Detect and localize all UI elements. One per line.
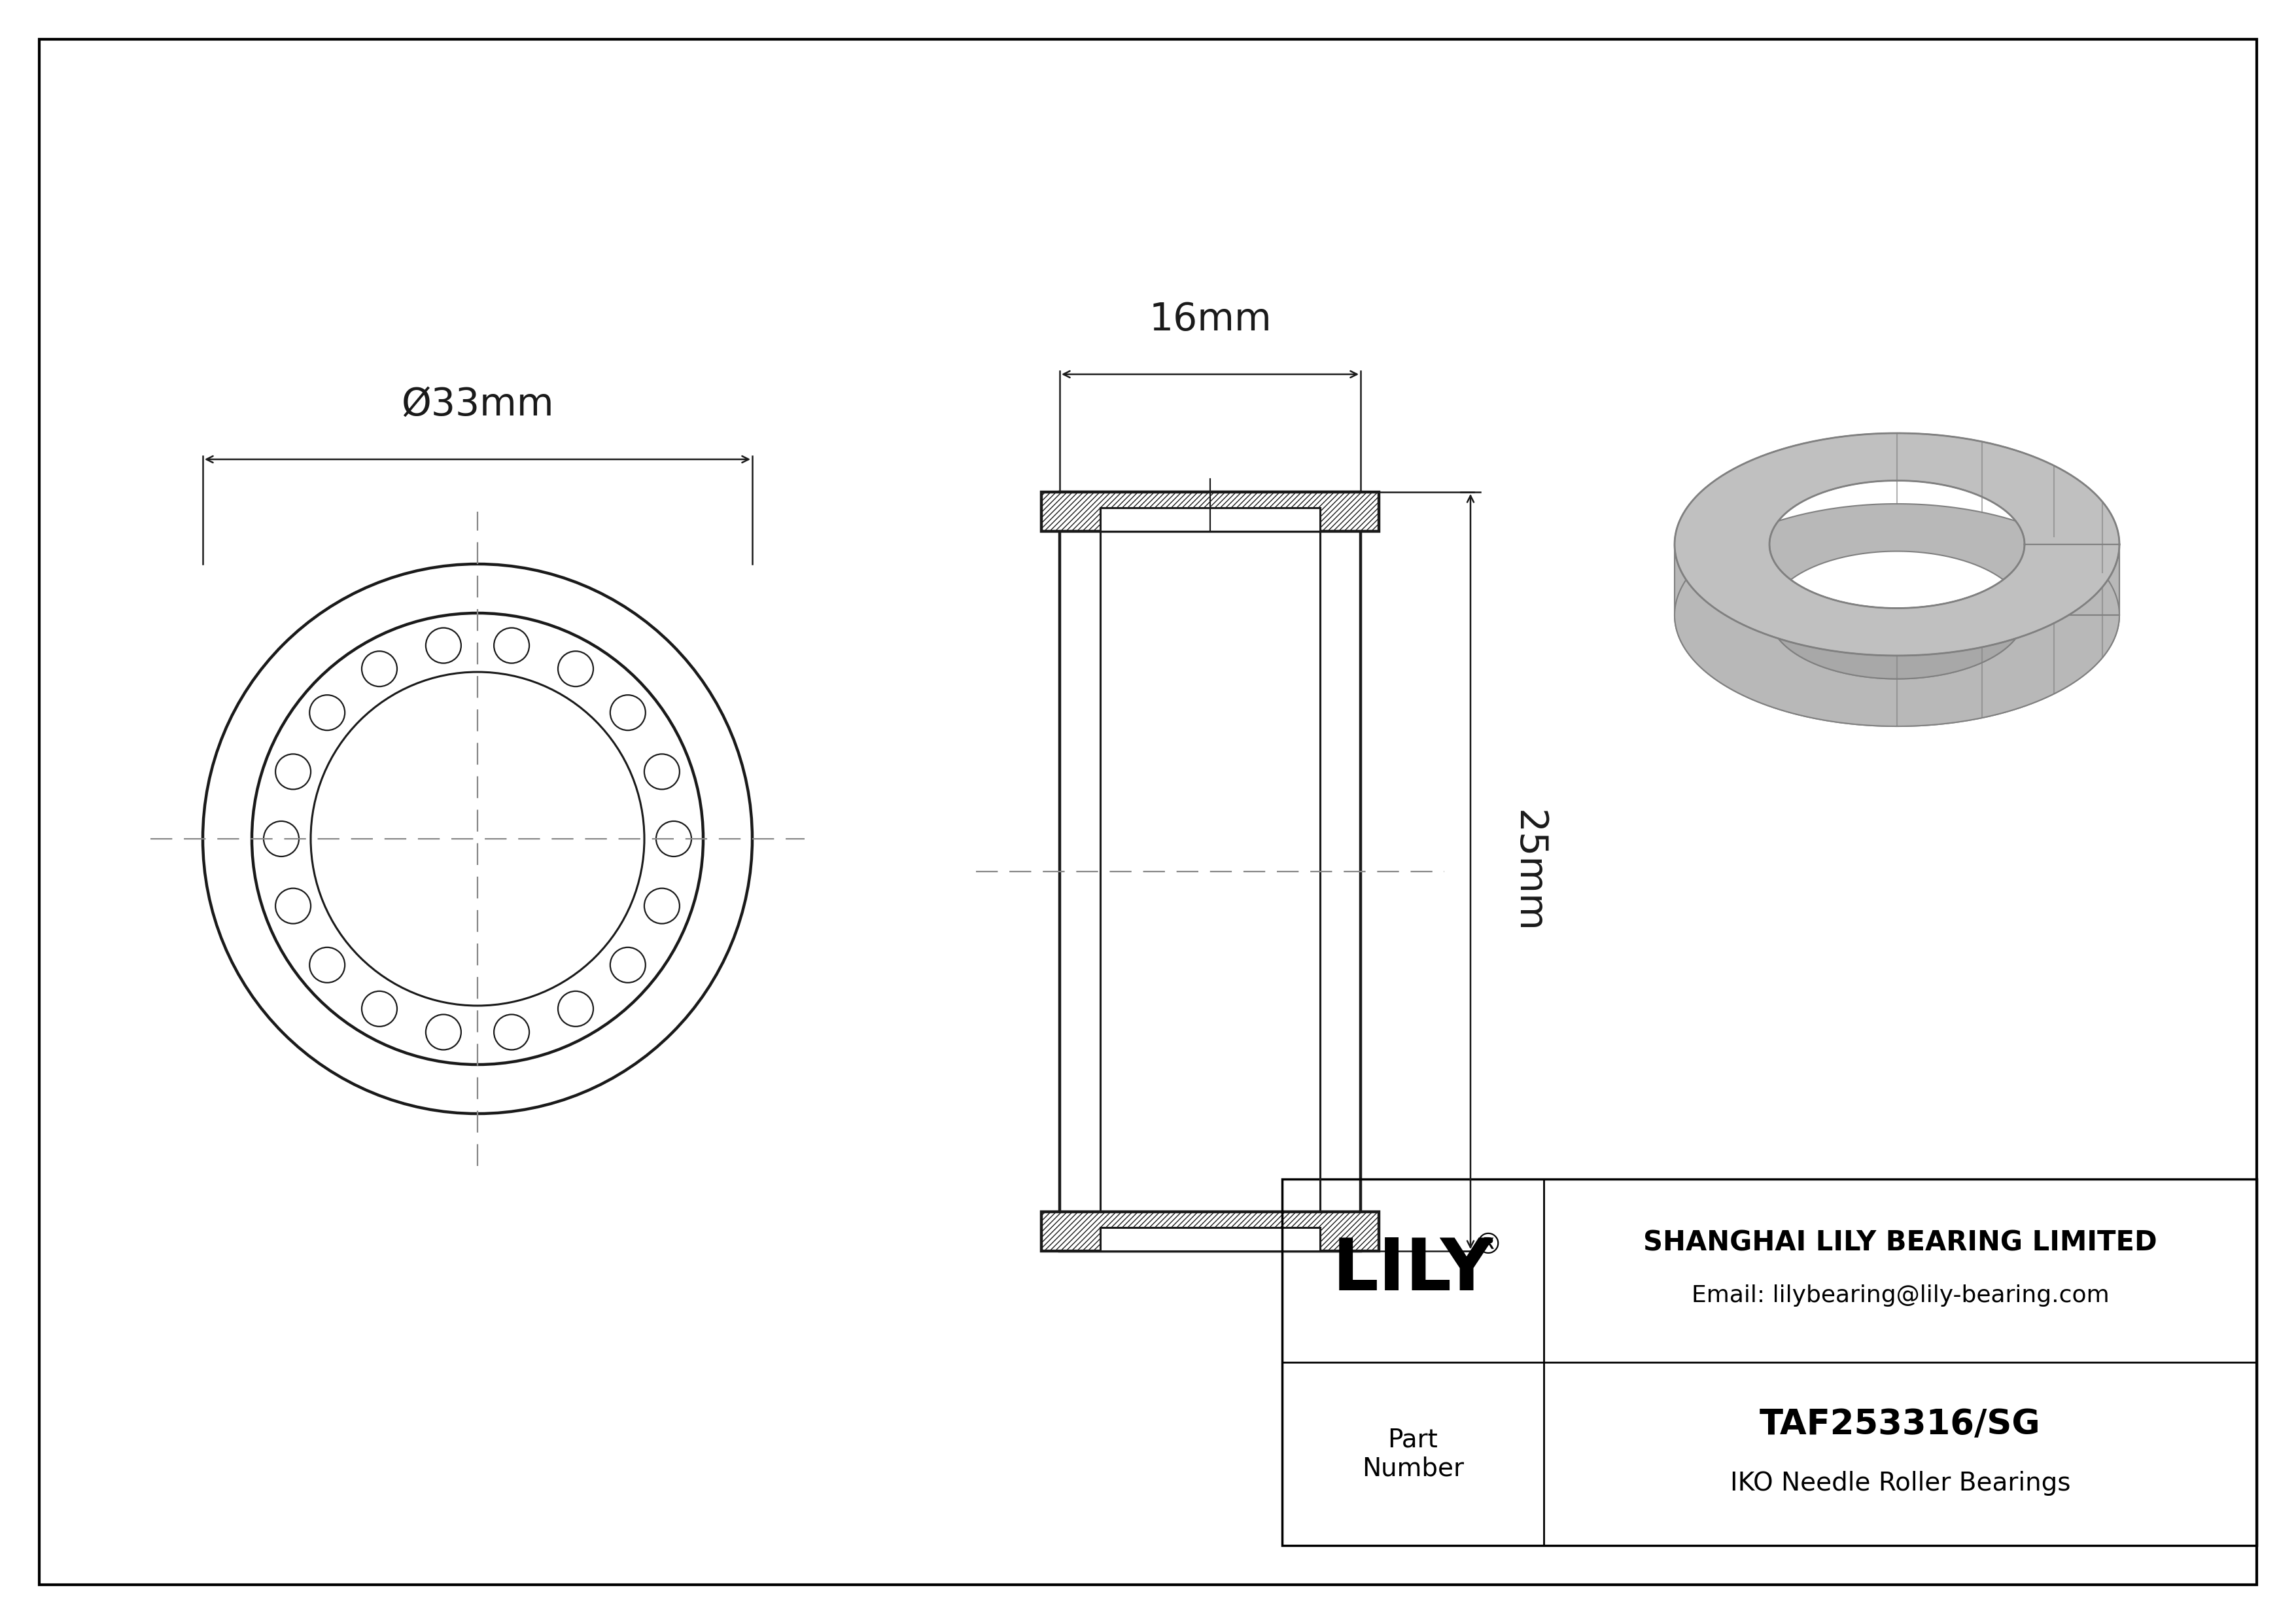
Polygon shape xyxy=(1674,503,2119,726)
Bar xyxy=(1042,1212,1380,1250)
Bar xyxy=(1061,492,1362,1250)
Bar xyxy=(1100,1228,1320,1250)
Text: LILY: LILY xyxy=(1332,1236,1492,1306)
Text: Email: lilybearing@lily-bearing.com: Email: lilybearing@lily-bearing.com xyxy=(1692,1285,2110,1307)
Text: Part
Number: Part Number xyxy=(1362,1427,1465,1481)
Text: TAF253316/SG: TAF253316/SG xyxy=(1759,1408,2041,1442)
Bar xyxy=(1042,1212,1380,1250)
Text: IKO Needle Roller Bearings: IKO Needle Roller Bearings xyxy=(1729,1471,2071,1496)
Bar xyxy=(1042,492,1380,531)
Polygon shape xyxy=(1674,434,2119,656)
Text: SHANGHAI LILY BEARING LIMITED: SHANGHAI LILY BEARING LIMITED xyxy=(1644,1229,2158,1257)
Bar xyxy=(1281,1179,2257,1546)
Polygon shape xyxy=(1770,544,2025,679)
Bar xyxy=(1100,508,1320,531)
Text: Ø33mm: Ø33mm xyxy=(402,387,553,424)
Text: 25mm: 25mm xyxy=(1511,810,1548,934)
Text: ®: ® xyxy=(1474,1231,1502,1260)
Text: 16mm: 16mm xyxy=(1148,300,1272,338)
Polygon shape xyxy=(1674,544,2119,726)
Bar xyxy=(1042,492,1380,531)
